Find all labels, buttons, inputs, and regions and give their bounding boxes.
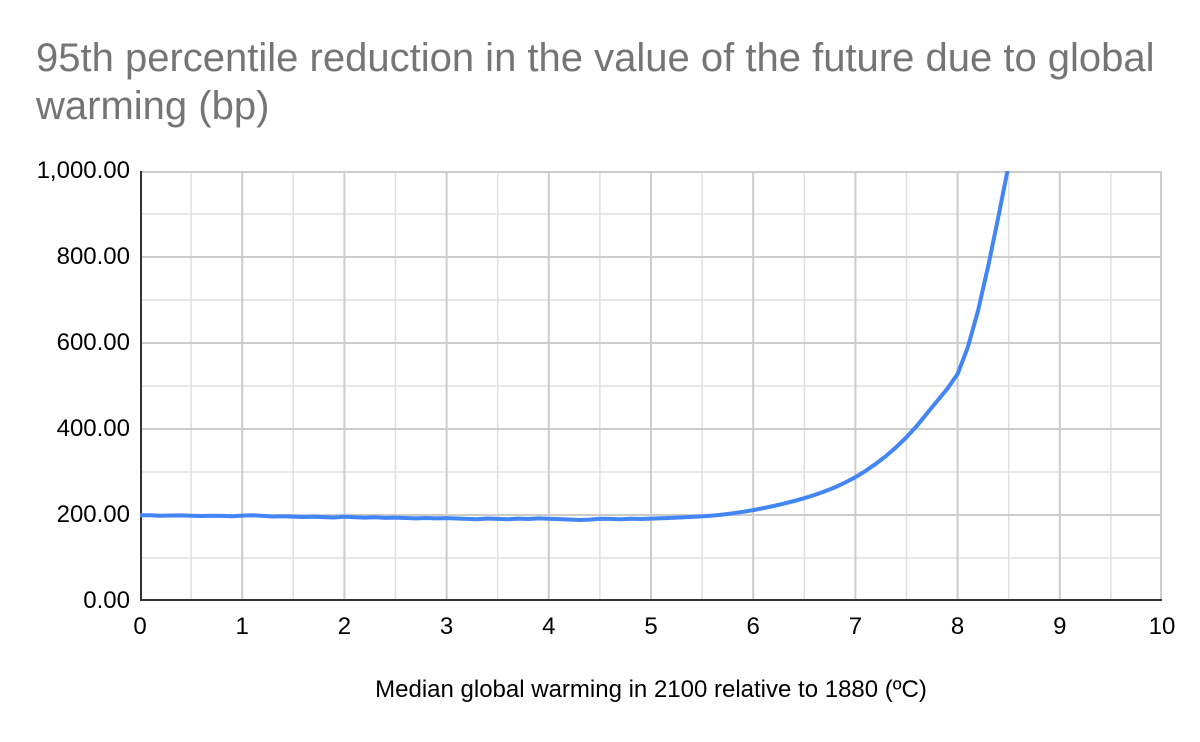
y-tick-label: 400.00 — [56, 415, 130, 442]
x-tick-label: 0 — [133, 613, 147, 640]
y-tick-label: 0.00 — [83, 587, 130, 614]
x-tick-label: 7 — [848, 613, 863, 640]
x-tick-label: 1 — [235, 613, 249, 640]
data-series-line — [140, 171, 1010, 522]
y-axis-tick-labels: 0.00 200.00 400.00 600.00 800.00 1,000.00 — [0, 157, 130, 614]
x-tick-label: 8 — [950, 613, 965, 640]
x-tick-label: 3 — [439, 613, 454, 640]
y-tick-label: 600.00 — [56, 329, 130, 356]
y-tick-label: 200.00 — [56, 501, 130, 528]
x-axis-tick-labels: 0 1 2 3 4 5 6 7 8 9 10 — [133, 613, 1175, 643]
x-axis-title: Median global warming in 2100 relative t… — [375, 676, 927, 703]
x-tick-label: 2 — [337, 613, 352, 640]
chart-title: 95th percentile reduction in the value o… — [36, 36, 1155, 128]
x-tick-label: 10 — [1148, 613, 1176, 640]
x-tick-label: 6 — [746, 613, 760, 640]
plot-area — [140, 171, 1162, 601]
x-tick-label: 9 — [1053, 613, 1067, 640]
x-tick-label: 4 — [542, 613, 556, 640]
x-tick-label: 5 — [644, 613, 658, 640]
y-tick-label: 1,000.00 — [36, 157, 130, 184]
y-tick-label: 800.00 — [56, 243, 130, 270]
